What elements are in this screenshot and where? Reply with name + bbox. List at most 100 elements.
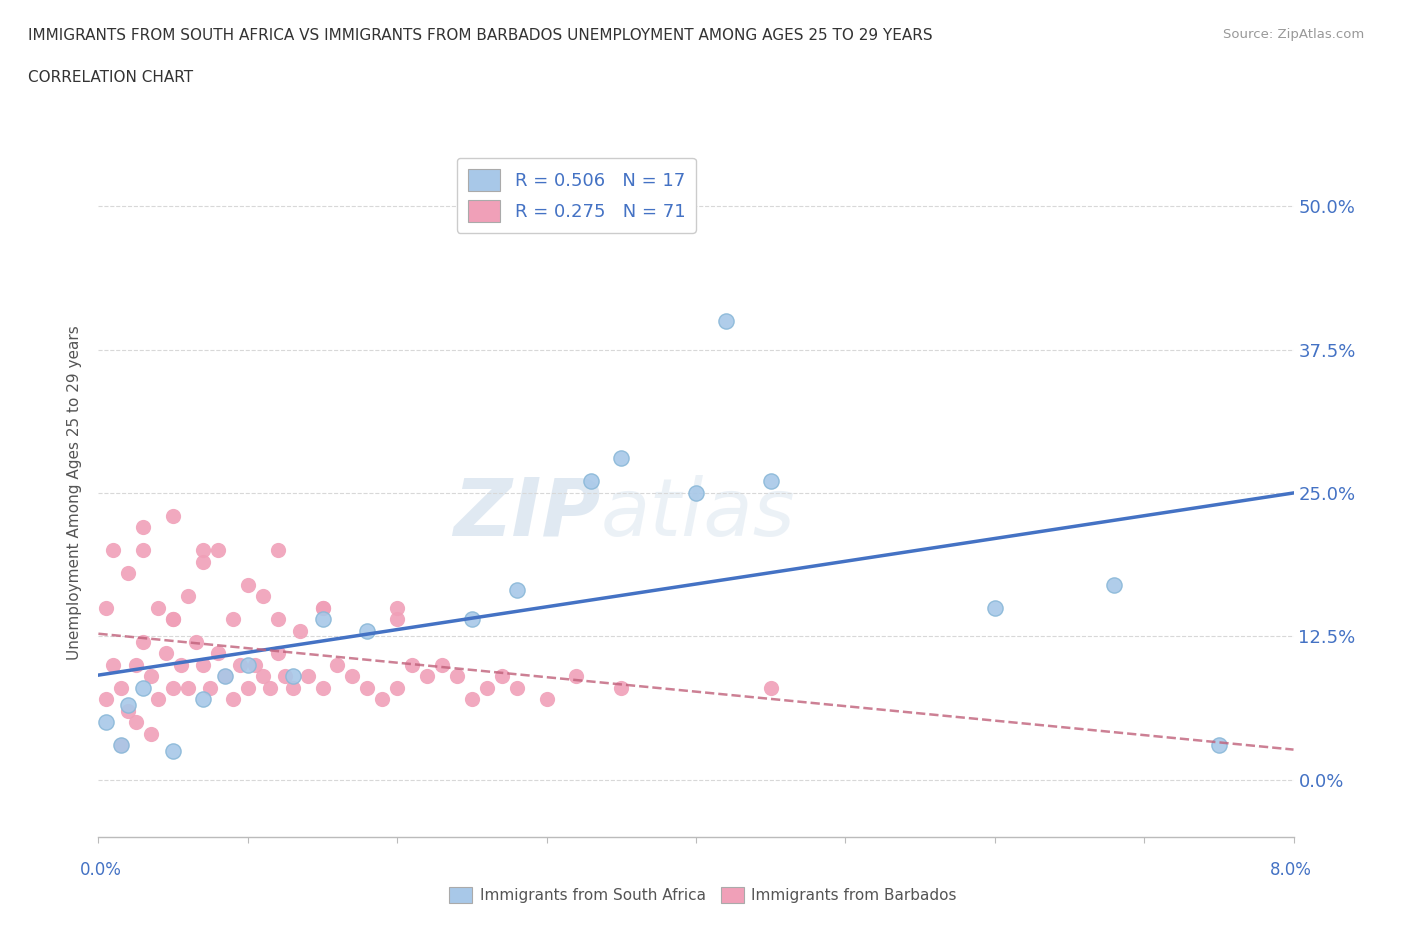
- Point: [169, 658, 191, 672]
- Point: [385, 600, 409, 615]
- Point: [214, 669, 236, 684]
- Point: [117, 698, 139, 712]
- Y-axis label: Unemployment Among Ages 25 to 29 years: Unemployment Among Ages 25 to 29 years: [67, 326, 83, 660]
- Point: [267, 646, 290, 661]
- Point: [103, 543, 125, 558]
- Legend: R = 0.506   N = 17, R = 0.275   N = 71: R = 0.506 N = 17, R = 0.275 N = 71: [457, 158, 696, 232]
- Point: [565, 669, 588, 684]
- Text: atlas: atlas: [600, 474, 796, 552]
- Point: [430, 658, 453, 672]
- Point: [155, 646, 177, 661]
- Point: [281, 669, 304, 684]
- Point: [326, 658, 349, 672]
- Point: [461, 612, 484, 627]
- Point: [759, 681, 782, 696]
- Point: [984, 600, 1007, 615]
- Point: [506, 583, 529, 598]
- Point: [184, 634, 207, 649]
- Point: [236, 658, 259, 672]
- Point: [385, 612, 409, 627]
- Point: [281, 681, 304, 696]
- Point: [214, 669, 236, 684]
- Legend: Immigrants from South Africa, Immigrants from Barbados: Immigrants from South Africa, Immigrants…: [443, 881, 963, 910]
- Point: [162, 681, 184, 696]
- Point: [94, 600, 117, 615]
- Point: [259, 681, 281, 696]
- Point: [162, 612, 184, 627]
- Point: [103, 658, 125, 672]
- Point: [581, 474, 603, 489]
- Text: 0.0%: 0.0%: [80, 860, 122, 879]
- Point: [371, 692, 394, 707]
- Point: [252, 669, 274, 684]
- Point: [139, 669, 162, 684]
- Point: [685, 485, 707, 500]
- Point: [162, 612, 184, 627]
- Point: [297, 669, 319, 684]
- Point: [110, 737, 132, 752]
- Point: [200, 681, 222, 696]
- Point: [222, 692, 245, 707]
- Point: [229, 658, 252, 672]
- Point: [148, 692, 170, 707]
- Point: [401, 658, 423, 672]
- Point: [162, 744, 184, 759]
- Point: [191, 692, 214, 707]
- Point: [236, 681, 259, 696]
- Point: [1208, 737, 1230, 752]
- Point: [461, 692, 484, 707]
- Point: [117, 703, 139, 718]
- Point: [610, 681, 633, 696]
- Point: [1102, 578, 1125, 592]
- Point: [110, 681, 132, 696]
- Point: [536, 692, 558, 707]
- Point: [311, 600, 333, 615]
- Point: [252, 589, 274, 604]
- Point: [177, 681, 200, 696]
- Point: [385, 681, 409, 696]
- Point: [222, 612, 245, 627]
- Point: [356, 623, 378, 638]
- Point: [491, 669, 513, 684]
- Point: [356, 681, 378, 696]
- Point: [759, 474, 782, 489]
- Point: [139, 726, 162, 741]
- Text: Source: ZipAtlas.com: Source: ZipAtlas.com: [1223, 28, 1364, 41]
- Point: [191, 554, 214, 569]
- Point: [94, 715, 117, 730]
- Point: [132, 520, 155, 535]
- Point: [274, 669, 297, 684]
- Point: [110, 737, 132, 752]
- Point: [125, 658, 148, 672]
- Point: [148, 600, 170, 615]
- Point: [94, 692, 117, 707]
- Text: CORRELATION CHART: CORRELATION CHART: [28, 70, 193, 85]
- Point: [132, 543, 155, 558]
- Point: [342, 669, 364, 684]
- Point: [311, 681, 333, 696]
- Point: [446, 669, 468, 684]
- Point: [267, 543, 290, 558]
- Point: [162, 509, 184, 524]
- Point: [236, 578, 259, 592]
- Point: [267, 612, 290, 627]
- Text: IMMIGRANTS FROM SOUTH AFRICA VS IMMIGRANTS FROM BARBADOS UNEMPLOYMENT AMONG AGES: IMMIGRANTS FROM SOUTH AFRICA VS IMMIGRAN…: [28, 28, 932, 43]
- Point: [506, 681, 529, 696]
- Point: [311, 600, 333, 615]
- Point: [191, 658, 214, 672]
- Point: [207, 543, 229, 558]
- Point: [714, 313, 737, 328]
- Point: [475, 681, 498, 696]
- Point: [125, 715, 148, 730]
- Point: [288, 623, 311, 638]
- Point: [132, 634, 155, 649]
- Point: [132, 681, 155, 696]
- Point: [191, 543, 214, 558]
- Point: [177, 589, 200, 604]
- Point: [117, 565, 139, 580]
- Point: [416, 669, 439, 684]
- Point: [207, 646, 229, 661]
- Point: [245, 658, 267, 672]
- Point: [311, 612, 333, 627]
- Point: [610, 451, 633, 466]
